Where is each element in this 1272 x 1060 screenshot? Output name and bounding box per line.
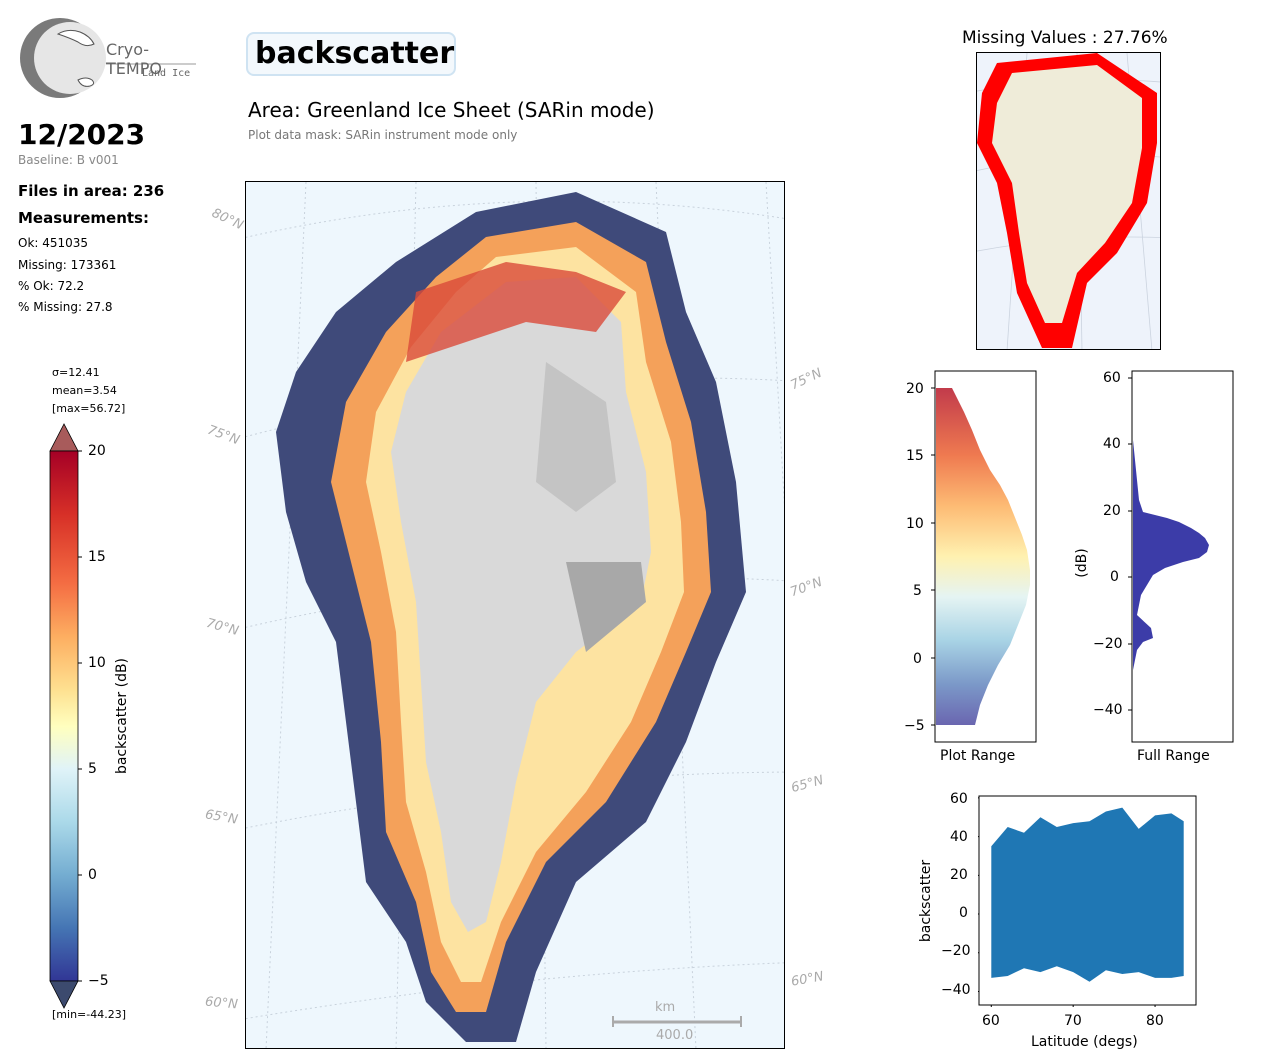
plot-range-ytick: 15 [906, 448, 924, 464]
plot-range-ytick: 20 [906, 381, 924, 397]
colorbar-gradient [49, 450, 79, 982]
map-lat-label: 70°N [788, 574, 825, 601]
logo-name: Cryo-TEMPO [106, 40, 162, 78]
stat-pct-ok: % Ok: 72.2 [18, 279, 85, 293]
missing-map-title: Missing Values : 27.76% [962, 28, 1168, 48]
full-range-ytick: −20 [1093, 636, 1123, 652]
colorbar-tick: 10 [88, 655, 106, 671]
parameter-box [246, 32, 456, 76]
full-range-ytick: 20 [1103, 503, 1121, 519]
scatter-xtick: 80 [1146, 1013, 1164, 1029]
scatter-ytick: 0 [959, 905, 968, 921]
colorbar-label: backscatter (dB) [114, 657, 130, 775]
main-map [245, 181, 785, 1049]
scatter-ytick: −40 [941, 982, 971, 998]
scalebar [612, 1016, 742, 1027]
map-lat-label: 75°N [788, 365, 825, 394]
scatter-ylabel: backscatter [918, 859, 934, 943]
missing-map [976, 52, 1161, 350]
cryo-tempo-logo: Cryo-TEMPO Land Ice [18, 16, 200, 100]
scatter-xtick: 70 [1064, 1013, 1082, 1029]
latitude-scatter-plot [978, 795, 1197, 1007]
full-range-histogram [1128, 370, 1234, 743]
scatter-ytick: 60 [950, 791, 968, 807]
full-range-ylabel: (dB) [1074, 548, 1090, 578]
scalebar-unit: km [655, 1000, 676, 1015]
stat-ok: Ok: 451035 [18, 236, 89, 250]
logo-subtitle: Land Ice [142, 68, 191, 79]
map-lat-label: 65°N [789, 773, 826, 796]
logo-emblem-icon [20, 18, 196, 98]
parameter-title: backscatter [255, 36, 455, 71]
map-lat-label: 70°N [204, 616, 241, 639]
full-range-xlabel: Full Range [1137, 748, 1210, 764]
scalebar-value: 400.0 [656, 1028, 694, 1043]
plot-range-ytick: 5 [913, 583, 922, 599]
area-title: Area: Greenland Ice Sheet (SARin mode) [248, 98, 655, 122]
full-range-ytick: 40 [1103, 436, 1121, 452]
measurements-title: Measurements: [18, 209, 149, 227]
colorbar-mean: mean=3.54 [52, 384, 117, 397]
colorbar-tick: 15 [88, 549, 106, 565]
map-lat-label: 75°N [205, 422, 242, 449]
plot-range-ytick: 10 [906, 516, 924, 532]
mask-note: Plot data mask: SARin instrument mode on… [248, 128, 518, 142]
scatter-xtick: 60 [982, 1013, 1000, 1029]
scatter-ytick: 40 [950, 829, 968, 845]
date-label: 12/2023 [18, 118, 146, 151]
scatter-ytick: 20 [950, 867, 968, 883]
full-range-ytick: 0 [1110, 569, 1119, 585]
colorbar-tick: 0 [88, 867, 97, 883]
plot-range-ytick: −5 [904, 718, 925, 734]
colorbar [49, 423, 82, 1009]
colorbar-extend-max [49, 423, 79, 452]
map-lat-label: 60°N [204, 994, 239, 1013]
greenland-map-canvas [246, 182, 784, 1048]
plot-range-ytick: 0 [913, 651, 922, 667]
plot-range-histogram [931, 370, 1037, 743]
colorbar-max: [max=56.72] [52, 402, 126, 415]
missing-map-canvas [977, 53, 1160, 349]
scatter-points [978, 797, 1184, 1007]
colorbar-sigma: σ=12.41 [52, 366, 100, 379]
colorbar-min: [min=-44.23] [52, 1008, 127, 1021]
map-lat-label: 65°N [203, 807, 239, 828]
stat-pct-missing: % Missing: 27.8 [18, 300, 113, 314]
colorbar-extend-min [49, 980, 79, 1009]
scatter-ytick: −20 [941, 943, 971, 959]
colorbar-tick: 5 [88, 761, 97, 777]
files-in-area: Files in area: 236 [18, 182, 165, 200]
map-lat-label: 60°N [789, 969, 825, 990]
colorbar-tick: −5 [88, 973, 109, 989]
colorbar-tick: 20 [88, 443, 106, 459]
scatter-point-cloud [991, 807, 1184, 982]
baseline-label: Baseline: B v001 [18, 153, 119, 167]
full-range-ytick: −40 [1093, 702, 1123, 718]
scatter-xlabel: Latitude (degs) [1031, 1034, 1138, 1050]
full-range-ytick: 60 [1103, 370, 1121, 386]
stat-missing: Missing: 173361 [18, 258, 117, 272]
plot-range-xlabel: Plot Range [940, 748, 1016, 764]
map-lat-label: 80°N [209, 205, 246, 234]
